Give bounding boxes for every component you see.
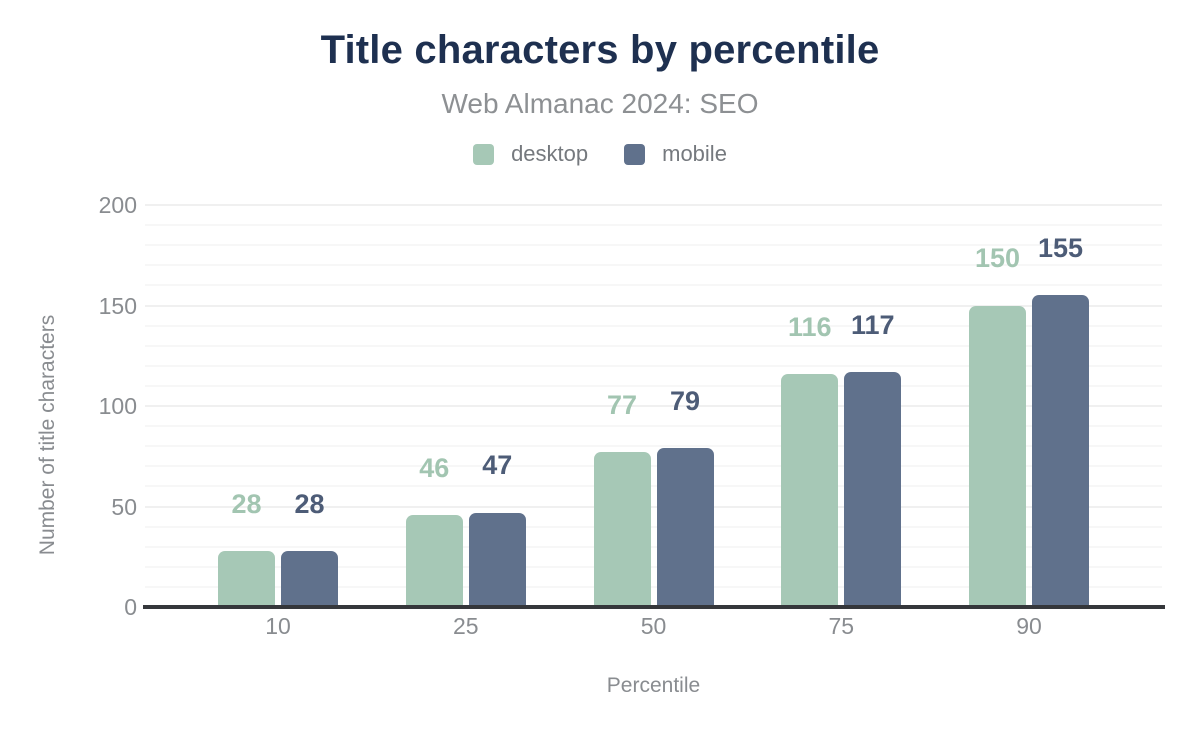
bar-desktop-p75[interactable] (781, 373, 839, 607)
minor-gridline (145, 485, 1162, 488)
bar-label-desktop-p90: 150 (974, 243, 1021, 274)
chart-title: Title characters by percentile (320, 28, 880, 72)
bar-label-desktop-p25: 46 (419, 452, 450, 483)
y-tick-50: 50 (111, 493, 137, 520)
major-gridline (145, 505, 1162, 508)
legend-label: desktop (511, 141, 589, 166)
minor-gridline (145, 264, 1162, 267)
y-tick-150: 150 (98, 292, 137, 319)
minor-gridline (145, 585, 1162, 588)
chart-subtitle: Web Almanac 2024: SEO (441, 88, 759, 119)
bar-label-mobile-p90: 155 (1037, 233, 1084, 264)
x-tick-50: 50 (640, 613, 667, 639)
legend-swatch-mobile (624, 143, 646, 165)
minor-gridline (145, 565, 1162, 568)
bar-mobile-p90[interactable] (1032, 295, 1089, 607)
bar-desktop-p10[interactable] (218, 550, 275, 607)
minor-gridline (145, 525, 1162, 528)
minor-gridline (145, 224, 1162, 227)
x-tick-90: 90 (1016, 613, 1042, 639)
bar-label-mobile-p25: 47 (482, 450, 513, 481)
minor-gridline (145, 364, 1162, 367)
minor-gridline (145, 324, 1162, 327)
x-tick-75: 75 (828, 613, 855, 639)
bar-label-mobile-p50: 79 (669, 386, 701, 417)
bar-mobile-p25[interactable] (468, 512, 526, 607)
minor-gridline (145, 465, 1162, 468)
major-gridline (145, 405, 1162, 407)
major-gridline (145, 304, 1162, 307)
x-axis-line (143, 605, 1165, 609)
x-axis-title: Percentile (606, 674, 701, 697)
bar-mobile-p10[interactable] (281, 550, 338, 607)
bar-desktop-p50[interactable] (593, 452, 651, 607)
bar-label-mobile-p75: 117 (850, 309, 895, 340)
minor-gridline (145, 425, 1162, 428)
bar-label-desktop-p10: 28 (231, 488, 262, 519)
legend-item-desktop[interactable]: desktop (473, 141, 588, 167)
minor-gridline (145, 545, 1162, 548)
x-tick-10: 10 (265, 613, 291, 639)
legend: desktop mobile (0, 141, 1200, 167)
bar-label-mobile-p10: 28 (294, 488, 325, 519)
legend-label: mobile (662, 141, 727, 166)
y-tick-200: 200 (98, 192, 137, 218)
bar-desktop-p25[interactable] (405, 514, 463, 607)
y-tick-0: 0 (124, 594, 137, 620)
minor-gridline (145, 244, 1162, 247)
major-gridline (145, 204, 1162, 206)
bar-mobile-p75[interactable] (844, 371, 902, 607)
bar-mobile-p50[interactable] (656, 448, 714, 607)
minor-gridline (145, 445, 1162, 448)
legend-swatch-desktop (473, 143, 495, 165)
bar-label-desktop-p75: 116 (787, 311, 832, 342)
bar-desktop-p90[interactable] (969, 305, 1026, 607)
minor-gridline (145, 344, 1162, 347)
minor-gridline (145, 284, 1162, 287)
bar-label-desktop-p50: 77 (606, 390, 638, 421)
legend-item-mobile[interactable]: mobile (624, 141, 727, 167)
plot-area: 28 28 46 47 77 79 116 117 150 155 (143, 204, 1165, 609)
minor-gridline (145, 384, 1162, 387)
x-tick-25: 25 (452, 613, 479, 639)
y-tick-100: 100 (98, 393, 137, 419)
